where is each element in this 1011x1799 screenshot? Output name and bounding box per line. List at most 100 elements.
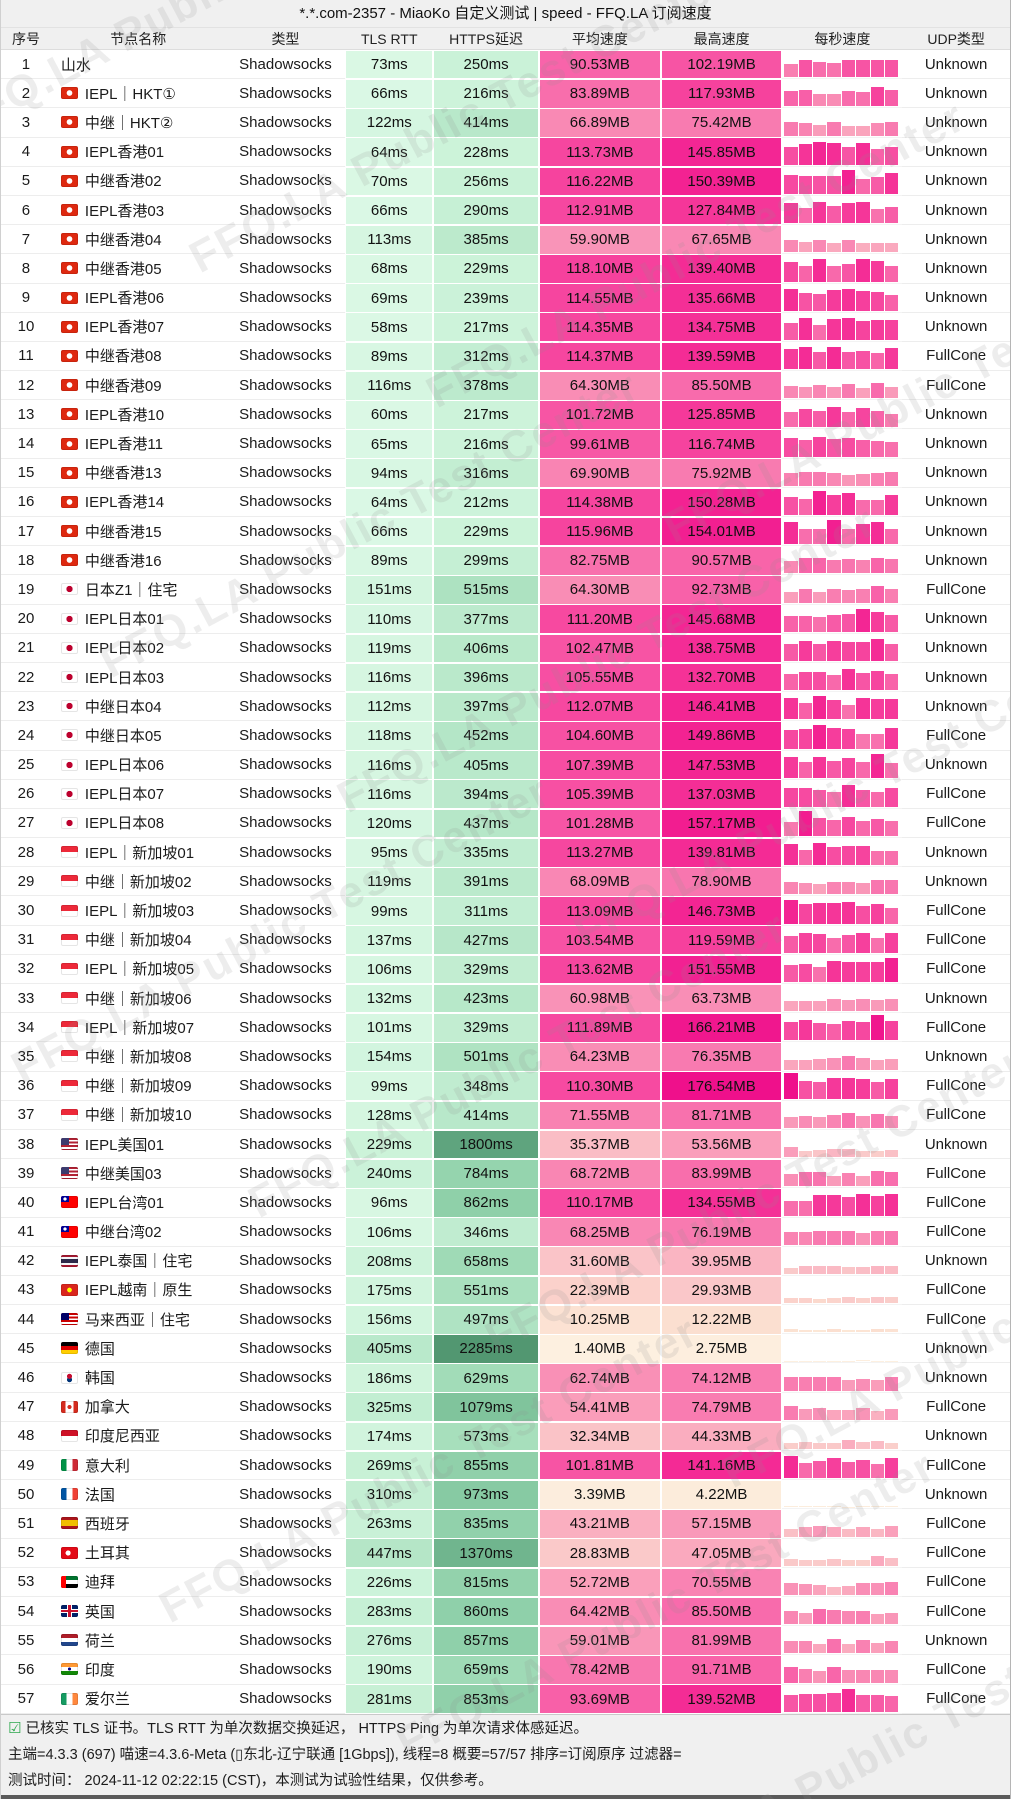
speed-sample-bar (870, 291, 884, 311)
per-second-speed-bars (782, 196, 903, 226)
udp-type: FullCone (902, 1159, 1010, 1189)
speed-sample-bar (813, 696, 827, 720)
table-row: 8 中继香港05 Shadowsocks 68ms 229ms 118.10MB… (1, 254, 1010, 284)
flag-icon-tw (60, 1225, 78, 1238)
speed-sample-bar (813, 724, 827, 749)
tls-rtt-cell: 64ms (345, 488, 433, 517)
per-second-speed-bars (782, 1539, 903, 1568)
speed-sample-bar (841, 1113, 856, 1128)
speed-sample-bar (784, 965, 798, 982)
speed-sample-bar (884, 821, 899, 837)
per-second-speed-bars (782, 284, 903, 313)
speed-sample-bar (884, 243, 899, 253)
speed-sample-bar (813, 437, 827, 457)
udp-type: Unknown (902, 50, 1010, 80)
node-name: 中继｜新加坡06 (50, 984, 226, 1014)
table-row: 33 中继｜新加坡06 Shadowsocks 132ms 423ms 60.9… (1, 984, 1010, 1014)
speed-sample-bar (784, 1059, 798, 1070)
speed-sample-bar (798, 1360, 813, 1362)
node-name: IEPL美国01 (50, 1130, 226, 1160)
speed-sample-bar (841, 1670, 856, 1683)
speed-sample-bar (798, 640, 813, 661)
max-speed-cell: 12.22MB (661, 1305, 783, 1334)
udp-type: Unknown (902, 1130, 1010, 1160)
flag-icon-hk (60, 145, 78, 158)
tls-rtt-cell: 94ms (345, 459, 433, 488)
speed-sample-bar (884, 1558, 899, 1566)
node-type: Shadowsocks (225, 1363, 346, 1393)
speed-sample-bar (884, 933, 899, 953)
per-second-speed-bars (782, 429, 903, 459)
table-row: 24 中继日本05 Shadowsocks 118ms 452ms 104.60… (1, 721, 1010, 751)
node-name-label: IEPL香港10 (84, 406, 165, 424)
speed-sample-bar (841, 1585, 856, 1595)
tls-rtt-cell: 175ms (345, 1276, 433, 1305)
flag-icon-vn (60, 1283, 78, 1296)
node-type: Shadowsocks (225, 1218, 346, 1247)
speed-sample-bar (827, 615, 841, 632)
node-type: Shadowsocks (225, 1305, 346, 1335)
tls-rtt-cell: 106ms (345, 955, 433, 984)
node-type: Shadowsocks (225, 459, 346, 488)
https-latency-cell: 501ms (433, 1042, 539, 1071)
tls-rtt-cell: 73ms (345, 50, 433, 79)
node-seq: 38 (1, 1130, 51, 1160)
node-name: 中继香港15 (50, 517, 226, 547)
speed-sample-bar (841, 668, 856, 691)
node-name: 马来西亚｜住宅 (50, 1305, 226, 1335)
table-row: 44 马来西亚｜住宅 Shadowsocks 156ms 497ms 10.25… (1, 1305, 1010, 1335)
max-speed-cell: 141.16MB (661, 1451, 783, 1480)
window-title: *.*.com-2357 - MiaoKo 自定义测试 | speed - FF… (1, 0, 1010, 28)
speed-sample-bar (798, 318, 813, 340)
per-second-speed-bars (782, 926, 903, 955)
table-row: 6 IEPL香港03 Shadowsocks 66ms 290ms 112.91… (1, 196, 1010, 226)
node-name: IEPL日本02 (50, 634, 226, 663)
speed-sample-bar (841, 559, 856, 574)
node-type: Shadowsocks (225, 692, 346, 722)
table-row: 45 德国 Shadowsocks 405ms 2285ms 1.40MB 2.… (1, 1334, 1010, 1364)
tls-rtt-cell: 156ms (345, 1305, 433, 1334)
speed-sample-bar (827, 142, 841, 165)
column-header-per-second-speed: 每秒速度 (814, 30, 871, 47)
per-second-speed-bars (782, 1042, 903, 1072)
speed-sample-bar (841, 1148, 856, 1158)
tls-rtt-cell: 137ms (345, 926, 433, 955)
speed-sample-bar (870, 938, 884, 953)
https-latency-cell: 312ms (433, 342, 539, 371)
node-seq: 5 (1, 167, 51, 196)
speed-sample-bar (870, 1506, 884, 1508)
flag-icon-sg (60, 1021, 78, 1034)
https-latency-cell: 396ms (433, 663, 539, 692)
node-seq: 31 (1, 926, 51, 955)
table-row: 53 迪拜 Shadowsocks 226ms 815ms 52.72MB 70… (1, 1568, 1010, 1597)
udp-type: FullCone (902, 955, 1010, 984)
node-seq: 47 (1, 1393, 51, 1422)
speed-sample-bar (827, 290, 841, 311)
avg-speed-cell: 28.83MB (539, 1539, 661, 1568)
node-type: Shadowsocks (225, 1042, 346, 1072)
avg-speed-cell: 102.47MB (539, 634, 661, 663)
max-speed-cell: 75.92MB (661, 459, 783, 488)
speed-sample-bar (813, 491, 827, 515)
udp-type: Unknown (902, 284, 1010, 313)
max-speed-cell: 151.55MB (661, 955, 783, 984)
table-row: 49 意大利 Shadowsocks 269ms 855ms 101.81MB … (1, 1451, 1010, 1481)
speed-sample-bar (798, 1377, 813, 1391)
speed-sample-bar (798, 729, 813, 749)
node-name: IEPL日本01 (50, 605, 226, 634)
table-row: 43 IEPL越南｜原生 Shadowsocks 175ms 551ms 22.… (1, 1276, 1010, 1306)
speed-sample-bar (870, 557, 884, 574)
speed-sample-bar (813, 1407, 827, 1420)
speed-sample-bar (856, 1378, 870, 1391)
speed-sample-bar (813, 1082, 827, 1099)
tls-rtt-cell: 99ms (345, 896, 433, 925)
per-second-speed-bars (782, 1188, 903, 1218)
avg-speed-cell: 43.21MB (539, 1509, 661, 1538)
speed-sample-bar (813, 967, 827, 982)
tls-rtt-cell: 113ms (345, 225, 433, 254)
speed-sample-bar (827, 1078, 841, 1099)
node-name: 中继美国03 (50, 1159, 226, 1189)
speed-sample-bar (856, 905, 870, 924)
per-second-speed-bars (782, 605, 903, 634)
https-latency-cell: 378ms (433, 371, 539, 400)
